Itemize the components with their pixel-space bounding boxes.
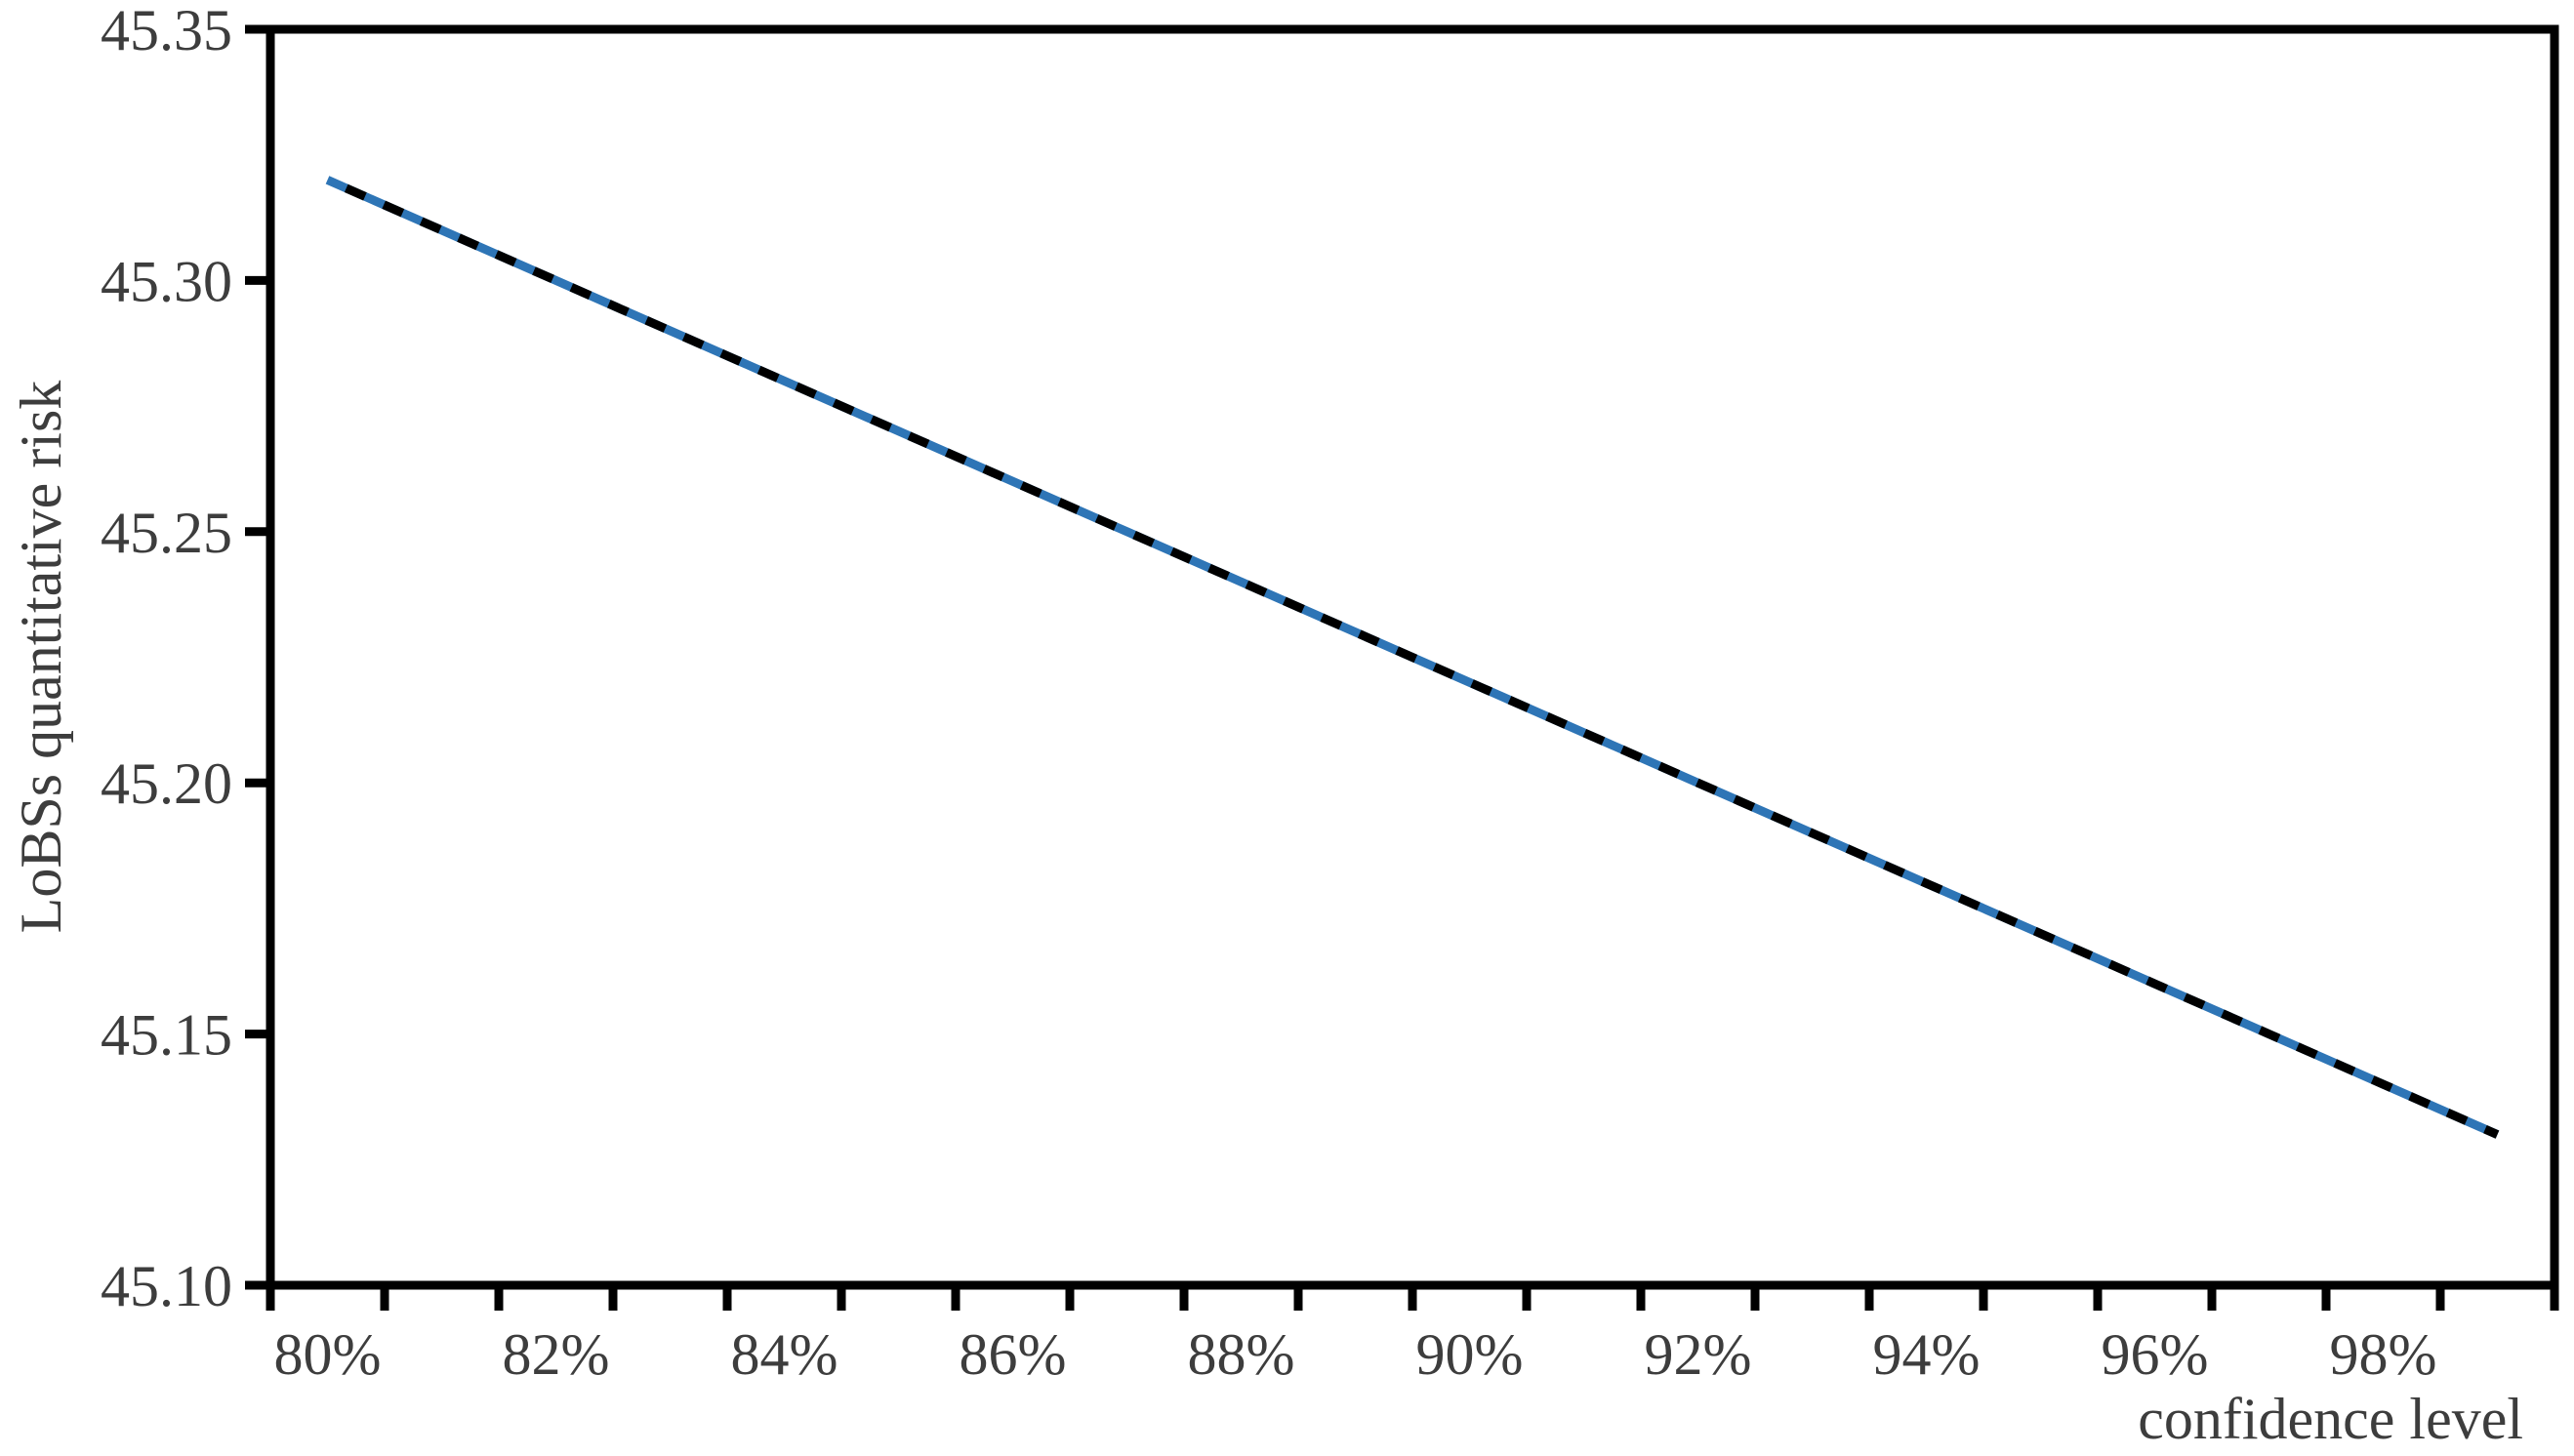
x-tick-label: 94% (1873, 1322, 1981, 1387)
x-tick-label: 96% (2102, 1322, 2209, 1387)
y-tick-label: 45.35 (101, 0, 232, 62)
y-tick-label: 45.30 (101, 249, 232, 313)
x-axis-title: confidence level (2138, 1387, 2523, 1451)
y-tick-label: 45.20 (101, 751, 232, 816)
x-tick-label: 92% (1645, 1322, 1752, 1387)
x-tick-label: 80% (274, 1322, 382, 1387)
x-tick-label: 90% (1416, 1322, 1524, 1387)
x-tick-label: 88% (1188, 1322, 1295, 1387)
y-tick-label: 45.15 (101, 1003, 232, 1068)
y-tick-label: 45.10 (101, 1254, 232, 1318)
series-line-dashed (325, 176, 2500, 1139)
x-tick-label: 86% (960, 1322, 1067, 1387)
x-tick-label: 84% (731, 1322, 838, 1387)
x-tick-label: 98% (2330, 1322, 2437, 1387)
x-tick-label: 82% (503, 1322, 610, 1387)
y-tick-label: 45.25 (101, 501, 232, 565)
